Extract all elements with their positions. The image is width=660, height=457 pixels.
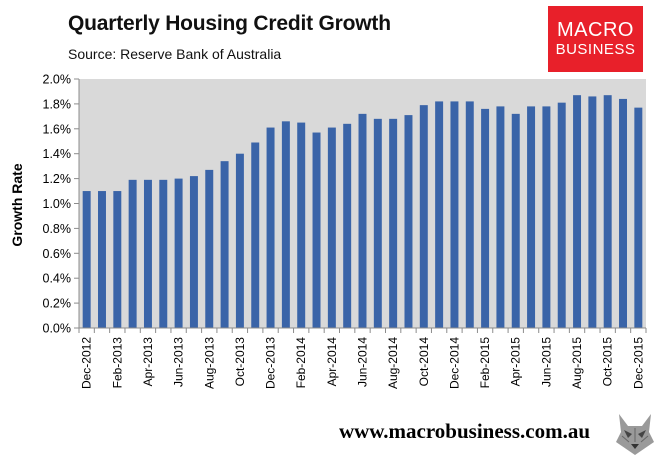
bar [235,153,244,328]
bar [450,101,459,328]
bar [603,95,612,329]
x-tick-label: Dec-2013 [264,337,278,389]
bar [619,98,627,328]
y-tick-label: 0.4% [43,272,72,286]
bar [281,121,290,328]
bar [189,176,198,328]
logo-line-business: BUSINESS [555,41,636,58]
bar [251,142,260,328]
y-tick-label: 1.6% [43,122,72,136]
x-tick-label: Oct-2015 [601,337,615,387]
bar [389,118,398,328]
chart-subtitle: Source: Reserve Bank of Australia [68,46,282,62]
bar [143,179,152,328]
x-axis: Dec-2012 Feb-2013 Apr-2013 Jun-2013 Aug-2013… [78,327,647,389]
x-tick-label: Aug-2015 [570,337,584,389]
x-tick-label: Oct-2013 [233,337,247,387]
chart-title: Quarterly Housing Credit Growth [68,12,391,35]
bar [542,106,551,328]
y-tick-label: 0.0% [43,322,72,336]
y-tick-label: 0.2% [43,297,72,311]
bar [205,169,214,328]
x-tick-label: Jun-2014 [356,337,370,387]
macrobusiness-logo[interactable]: MACRO BUSINESS [548,6,643,72]
x-tick-label: Aug-2013 [202,337,216,389]
x-tick-label: Apr-2013 [141,337,155,387]
x-tick-label: Feb-2013 [110,337,124,389]
bar [297,122,306,328]
bar [343,123,352,328]
bar [327,127,336,328]
bar-series [82,95,643,329]
wolf-logo-icon [616,414,654,455]
bar [312,132,321,328]
y-tick-label: 2.0% [43,73,72,87]
y-tick-label: 1.4% [43,147,72,161]
x-tick-label: Jun-2015 [539,337,553,387]
x-tick-label: Jun-2013 [172,337,186,387]
bar [174,178,183,328]
y-tick-label: 1.2% [43,172,72,186]
bar [496,106,505,328]
y-tick-label: 1.0% [43,197,72,211]
bar [82,191,91,328]
bar [220,161,229,328]
bar [373,118,382,328]
bar [159,179,168,328]
bar [435,101,444,328]
y-tick-label: 0.6% [43,247,72,261]
logo-line-macro: MACRO [557,19,634,41]
y-axis: 0.0% 0.2% 0.4% 0.6% 0.8% 1.0% 1.2% 1.4% 1.6% 1.8%… [43,73,80,336]
bar [588,96,597,329]
y-axis-title: Growth Rate [9,163,25,246]
x-tick-label: Oct-2014 [417,337,431,387]
bar [481,108,490,328]
bar [557,102,566,328]
x-tick-label: Aug-2014 [386,337,400,389]
bar [128,179,137,328]
bar [419,105,428,328]
bar [573,95,582,329]
bar [266,127,275,328]
y-tick-label: 1.8% [43,97,72,111]
website-url[interactable]: www.macrobusiness.com.au [338,419,590,443]
x-tick-label: Apr-2014 [325,337,339,387]
bar [113,191,122,328]
bar [527,106,536,328]
bar [358,113,367,328]
x-tick-label: Feb-2014 [294,337,308,389]
x-tick-label: Dec-2014 [447,337,461,389]
bar [634,107,643,328]
bar [404,115,413,328]
x-tick-label: Feb-2015 [478,337,492,389]
bar [465,101,474,328]
bar [98,191,106,328]
y-tick-label: 0.8% [43,222,72,236]
x-tick-label: Dec-2015 [631,337,645,389]
x-tick-label: Apr-2015 [509,337,523,387]
x-tick-label: Dec-2012 [80,337,94,389]
bar [511,113,520,328]
